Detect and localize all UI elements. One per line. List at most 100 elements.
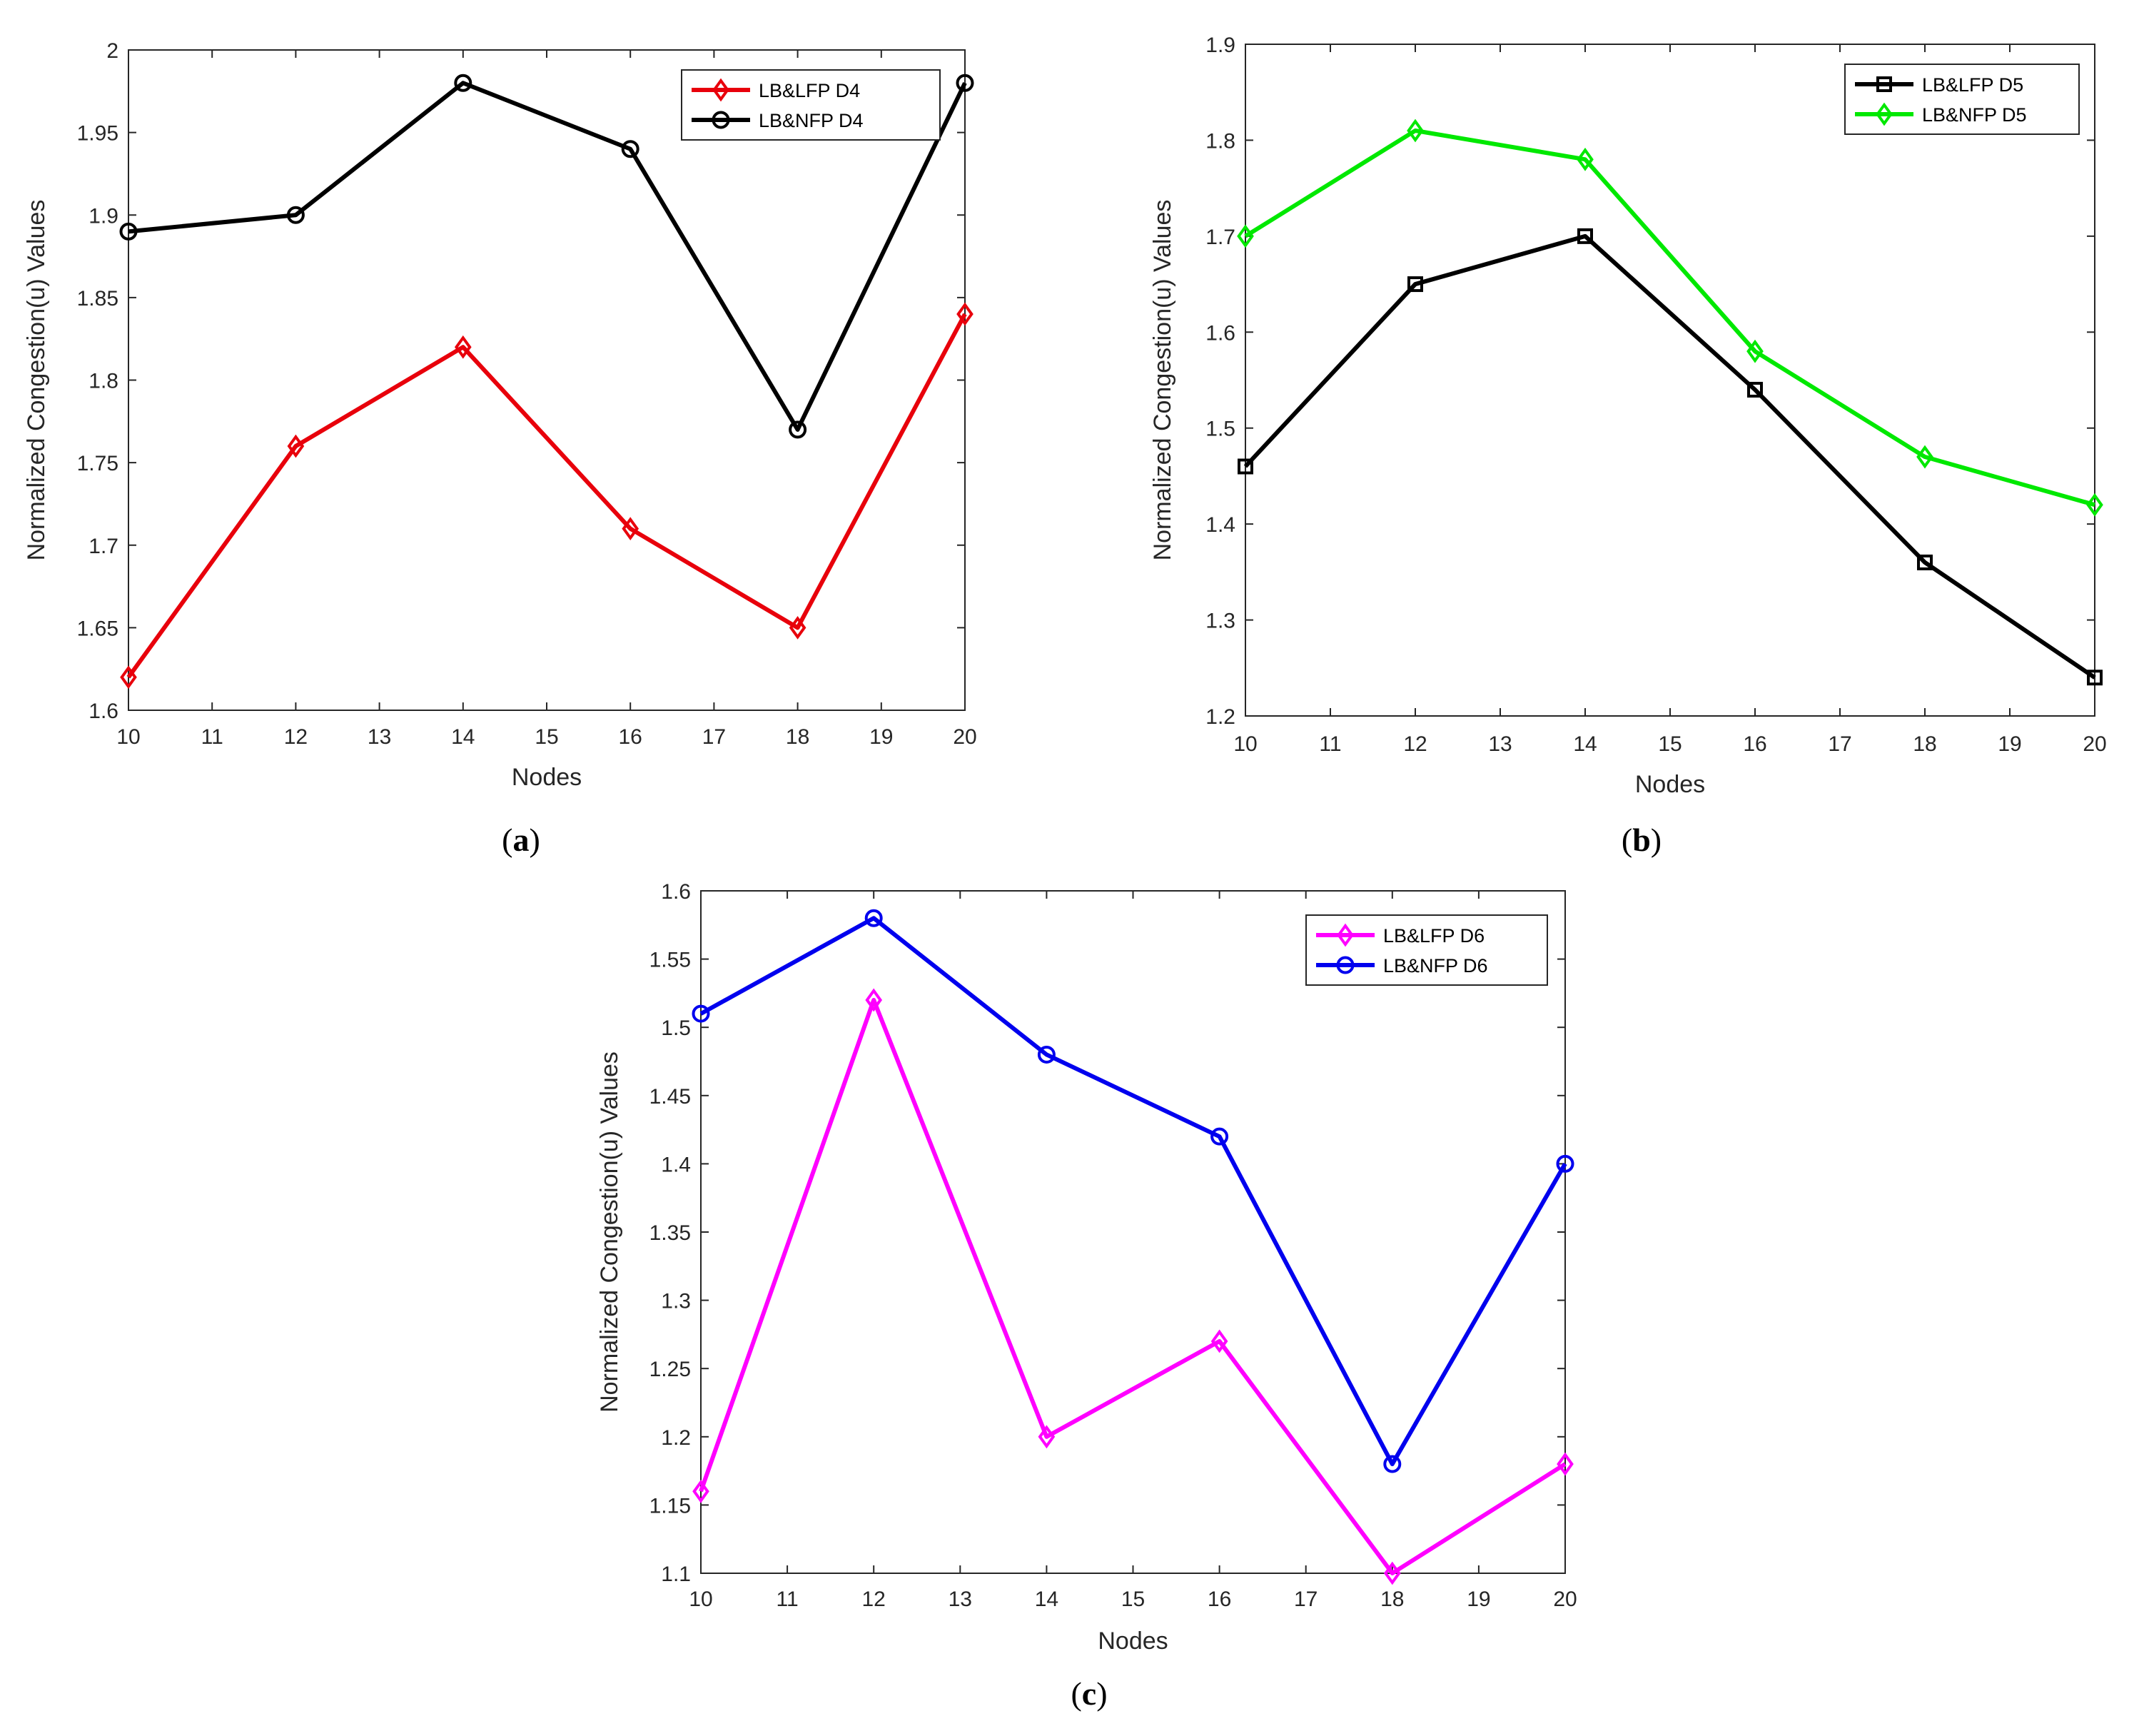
chart-panel-c: 10 11 12 13 14 15 16 17 18 19 20 1.1 1.15 1.2 1.25 1.3 1…: [596, 880, 1577, 1712]
x-tick-label: 12: [862, 1588, 886, 1611]
y-tick-label: 1.8: [1205, 129, 1235, 153]
x-tick-label: 14: [451, 725, 475, 749]
x-tick-label: 11: [777, 1588, 799, 1611]
legend-swatch-marker: [1336, 956, 1355, 974]
plot-frame: [1245, 44, 2095, 717]
x-tick-label: 13: [368, 725, 391, 749]
x-tick-label: 17: [1828, 732, 1851, 756]
series-line-2: [1244, 128, 2095, 508]
x-tick-label: 19: [869, 725, 893, 749]
data-point-marker: [286, 206, 305, 224]
x-tick-label: 14: [1573, 732, 1597, 756]
x-tick-label: 13: [1488, 732, 1512, 756]
legend-entry-label: LB&NFP D4: [759, 110, 864, 131]
data-point-marker: [1577, 147, 1594, 171]
x-tick-label: 20: [953, 725, 976, 749]
data-point-marker: [622, 517, 639, 541]
y-tick-label: 1.6: [1205, 321, 1235, 345]
data-point-marker: [287, 434, 305, 458]
data-point-marker: [1237, 224, 1254, 248]
legend: LB&LFP D5 LB&NFP D5: [1844, 64, 2080, 135]
caption-close-paren: ): [530, 822, 540, 858]
data-point-marker: [119, 222, 138, 241]
data-point-marker: [789, 615, 806, 640]
y-tick-label: 1.6: [89, 700, 118, 723]
data-point-marker: [1383, 1561, 1401, 1585]
legend-entry-label: LB&LFP D5: [1922, 74, 2023, 96]
data-point-marker: [1577, 228, 1593, 244]
x-tick-label: 20: [2083, 732, 2106, 756]
panel-caption: (a): [502, 822, 540, 858]
series-line-1: [126, 313, 967, 679]
x-tick-label: 19: [1998, 732, 2021, 756]
data-point-marker: [1210, 1329, 1228, 1353]
y-tick-label: 1.1: [661, 1563, 691, 1586]
data-point-marker: [1917, 554, 1933, 570]
data-point-marker: [956, 74, 974, 92]
data-point-marker: [1407, 118, 1424, 143]
y-tick-label: 1.6: [661, 880, 691, 904]
y-tick-label: 1.75: [77, 452, 118, 475]
x-tick-label: 18: [1913, 732, 1936, 756]
caption-letter: a: [513, 822, 530, 858]
x-tick-label: 12: [284, 725, 308, 749]
x-tick-label: 18: [786, 725, 809, 749]
y-tick-label: 1.4: [1205, 513, 1235, 537]
legend-box: [681, 69, 941, 141]
y-tick-label: 1.7: [89, 535, 118, 558]
panel-caption: (c): [1071, 1675, 1107, 1712]
data-point-marker: [692, 1004, 710, 1023]
legend-swatch-marker: [712, 78, 729, 102]
x-tick-label: 10: [1233, 732, 1257, 756]
y-tick-label: 1.35: [649, 1221, 691, 1245]
data-point-marker: [2087, 670, 2103, 686]
data-point-marker: [1210, 1127, 1229, 1146]
data-point-marker: [621, 140, 639, 158]
legend-entry-label: LB&LFP D6: [1383, 925, 1485, 947]
caption-open-paren: (: [1622, 822, 1632, 858]
x-tick-label: 10: [689, 1588, 712, 1611]
y-tick-label: 1.5: [661, 1016, 691, 1040]
y-axis-label: Normalized Congestion(u) Values: [1149, 200, 1176, 561]
legend-entry-label: LB&NFP D6: [1383, 955, 1488, 976]
legend: LB&LFP D4 LB&NFP D4: [681, 69, 941, 141]
x-tick-label: 20: [1553, 1588, 1577, 1611]
y-tick-label: 1.95: [77, 122, 118, 146]
series-line-1: [699, 997, 1567, 1575]
x-tick-label: 10: [116, 725, 140, 749]
legend: LB&LFP D6 LB&NFP D6: [1305, 914, 1548, 986]
panel-caption: (b): [1622, 822, 1662, 858]
chart-panel-b: 10 11 12 13 14 15 16 17 18 19 20 1.2 1.3 1.4 1.5 1.6 1.7…: [1149, 34, 2107, 858]
x-tick-label: 13: [949, 1588, 972, 1611]
x-tick-label: 17: [702, 725, 726, 749]
plot-frame: [700, 890, 1566, 1574]
data-point-marker: [120, 665, 137, 690]
data-point-marker: [864, 909, 883, 927]
caption-close-paren: ): [1651, 822, 1662, 858]
x-tick-label: 15: [535, 725, 558, 749]
caption-open-paren: (: [1071, 1675, 1081, 1712]
y-tick-label: 1.3: [661, 1290, 691, 1313]
data-point-marker: [789, 420, 807, 439]
y-tick-label: 1.4: [661, 1153, 691, 1176]
legend-swatch-marker: [1876, 102, 1893, 126]
data-point-marker: [1238, 458, 1253, 475]
legend-swatch-marker: [1876, 76, 1892, 92]
series-line-2: [699, 916, 1567, 1467]
data-point-marker: [1407, 276, 1423, 293]
data-point-marker: [454, 335, 472, 359]
data-point-marker: [454, 74, 472, 92]
data-point-marker: [1038, 1425, 1056, 1449]
y-tick-label: 1.3: [1205, 610, 1235, 633]
y-axis-label: Normalized Congestion(u) Values: [23, 200, 50, 561]
caption-close-paren: ): [1096, 1675, 1107, 1712]
chart-panel-a: 10 11 12 13 14 15 16 17 18 19 20 1.6 1.65 1.7 1.75 1.8 1…: [23, 39, 977, 858]
data-point-marker: [865, 988, 883, 1012]
x-tick-label: 15: [1658, 732, 1682, 756]
data-point-marker: [2086, 493, 2103, 517]
x-tick-label: 15: [1121, 1588, 1145, 1611]
data-point-marker: [1916, 445, 1933, 469]
y-tick-label: 1.7: [1205, 226, 1235, 249]
y-tick-label: 1.9: [89, 204, 118, 228]
y-tick-label: 1.8: [89, 370, 118, 393]
